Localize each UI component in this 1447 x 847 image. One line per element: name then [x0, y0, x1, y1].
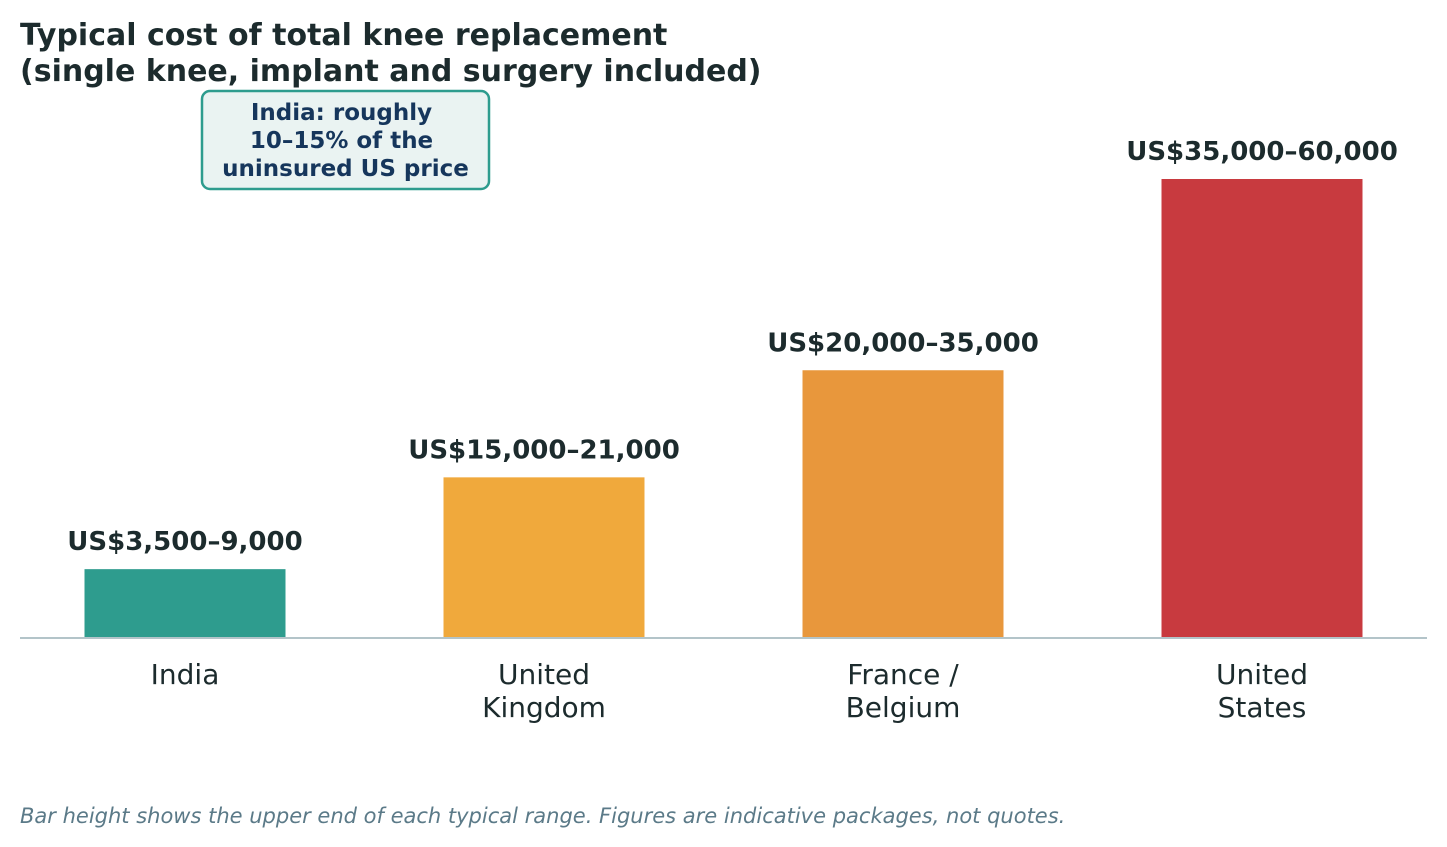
category-label-0: India [151, 658, 220, 691]
chart-title: Typical cost of total knee replacement (… [20, 18, 762, 89]
category-label-1-line-1: Kingdom [482, 691, 606, 724]
annotation-box [200, 89, 491, 191]
category-label-2-line-0: France / [847, 658, 959, 691]
annotation-line-2: 10–15% of the [250, 128, 433, 154]
bars-group [84, 179, 1363, 638]
category-label-3-line-1: States [1218, 691, 1307, 724]
category-label-1: United Kingdom [482, 658, 606, 724]
chart-title-line-1: Typical cost of total knee replacement [20, 18, 667, 53]
value-label-3: US$35,000–60,000 [1126, 137, 1398, 167]
category-label-2: France / Belgium [846, 658, 961, 724]
category-label-2-line-1: Belgium [846, 691, 961, 724]
bar-1 [443, 477, 645, 638]
india-annotation: India: roughly 10–15% of the uninsured U… [200, 89, 491, 191]
annotation-line-3: uninsured US price [222, 156, 469, 182]
value-label-0: US$3,500–9,000 [67, 527, 302, 557]
category-label-0-line-0: India [151, 658, 220, 691]
value-label-2: US$20,000–35,000 [767, 328, 1039, 358]
footnote: Bar height shows the upper end of each t… [20, 804, 1065, 828]
chart-title-line-2: (single knee, implant and surgery includ… [20, 54, 762, 89]
category-label-3: United States [1216, 658, 1308, 724]
value-label-1: US$15,000–21,000 [408, 435, 680, 465]
value-labels-group: US$3,500–9,000 US$15,000–21,000 US$20,000–… [67, 137, 1398, 557]
bar-2 [802, 370, 1004, 638]
bar-3 [1161, 179, 1363, 638]
annotation-text: India: roughly 10–15% of the uninsured U… [222, 100, 469, 182]
annotation-line-1: India: roughly [251, 100, 432, 126]
category-label-1-line-0: United [498, 658, 590, 691]
bar-0 [84, 569, 286, 638]
category-label-3-line-0: United [1216, 658, 1308, 691]
